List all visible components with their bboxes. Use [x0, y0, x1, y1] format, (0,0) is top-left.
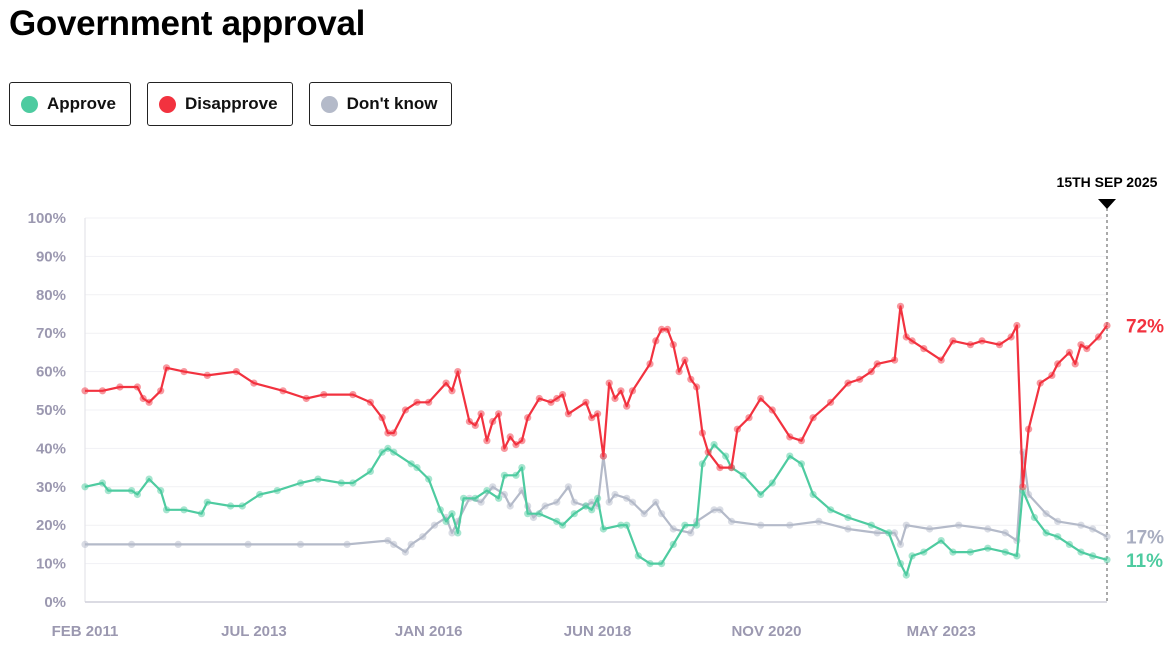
- end-value-label: 11%: [1126, 551, 1163, 572]
- date-marker-label: 15TH SEP 2025: [1057, 174, 1158, 190]
- end-value-label: 72%: [1126, 317, 1164, 338]
- y-tick-label: 60%: [36, 364, 66, 381]
- approve-dot-icon: [21, 95, 38, 113]
- x-tick-label: JUN 2018: [564, 623, 632, 640]
- end-value-label: 17%: [1126, 528, 1164, 549]
- legend-label: Approve: [47, 94, 116, 113]
- dont-know-dot-icon: [320, 95, 338, 113]
- series-approve: [81, 441, 1111, 579]
- legend-label: Don't know: [346, 94, 438, 113]
- series-don-t-know: [81, 448, 1111, 556]
- series-disapprove: [81, 302, 1111, 491]
- y-tick-label: 90%: [36, 248, 66, 265]
- y-tick-label: 20%: [36, 517, 66, 534]
- date-marker-triangle-icon: [1098, 199, 1116, 209]
- x-tick-label: NOV 2020: [731, 623, 801, 640]
- series-line: [84, 443, 1108, 577]
- y-tick-label: 10%: [36, 556, 66, 573]
- x-tick-label: JUL 2013: [221, 623, 287, 640]
- data-point: [1103, 556, 1111, 564]
- page-title: Government approval: [9, 4, 366, 43]
- series-line: [85, 305, 1108, 488]
- legend-approve-button[interactable]: Approve: [9, 82, 131, 126]
- y-tick-label: 70%: [36, 325, 66, 342]
- y-tick-label: 80%: [36, 287, 66, 304]
- x-tick-label: FEB 2011: [52, 623, 119, 640]
- x-tick-label: JAN 2016: [395, 623, 463, 640]
- y-tick-label: 50%: [36, 402, 66, 419]
- legend-dont-know-button[interactable]: Don't know: [308, 82, 453, 126]
- y-tick-label: 100%: [28, 210, 66, 227]
- y-tick-label: 30%: [36, 479, 66, 496]
- legend-disapprove-button[interactable]: Disapprove: [146, 82, 293, 126]
- legend-label: Disapprove: [184, 94, 278, 113]
- x-tick-label: MAY 2023: [907, 623, 976, 640]
- y-tick-label: 40%: [36, 440, 66, 457]
- disapprove-dot-icon: [158, 95, 176, 113]
- legend: Approve Disapprove Don't know: [9, 82, 453, 126]
- y-tick-label: 0%: [44, 594, 66, 611]
- series-line: [85, 451, 1108, 554]
